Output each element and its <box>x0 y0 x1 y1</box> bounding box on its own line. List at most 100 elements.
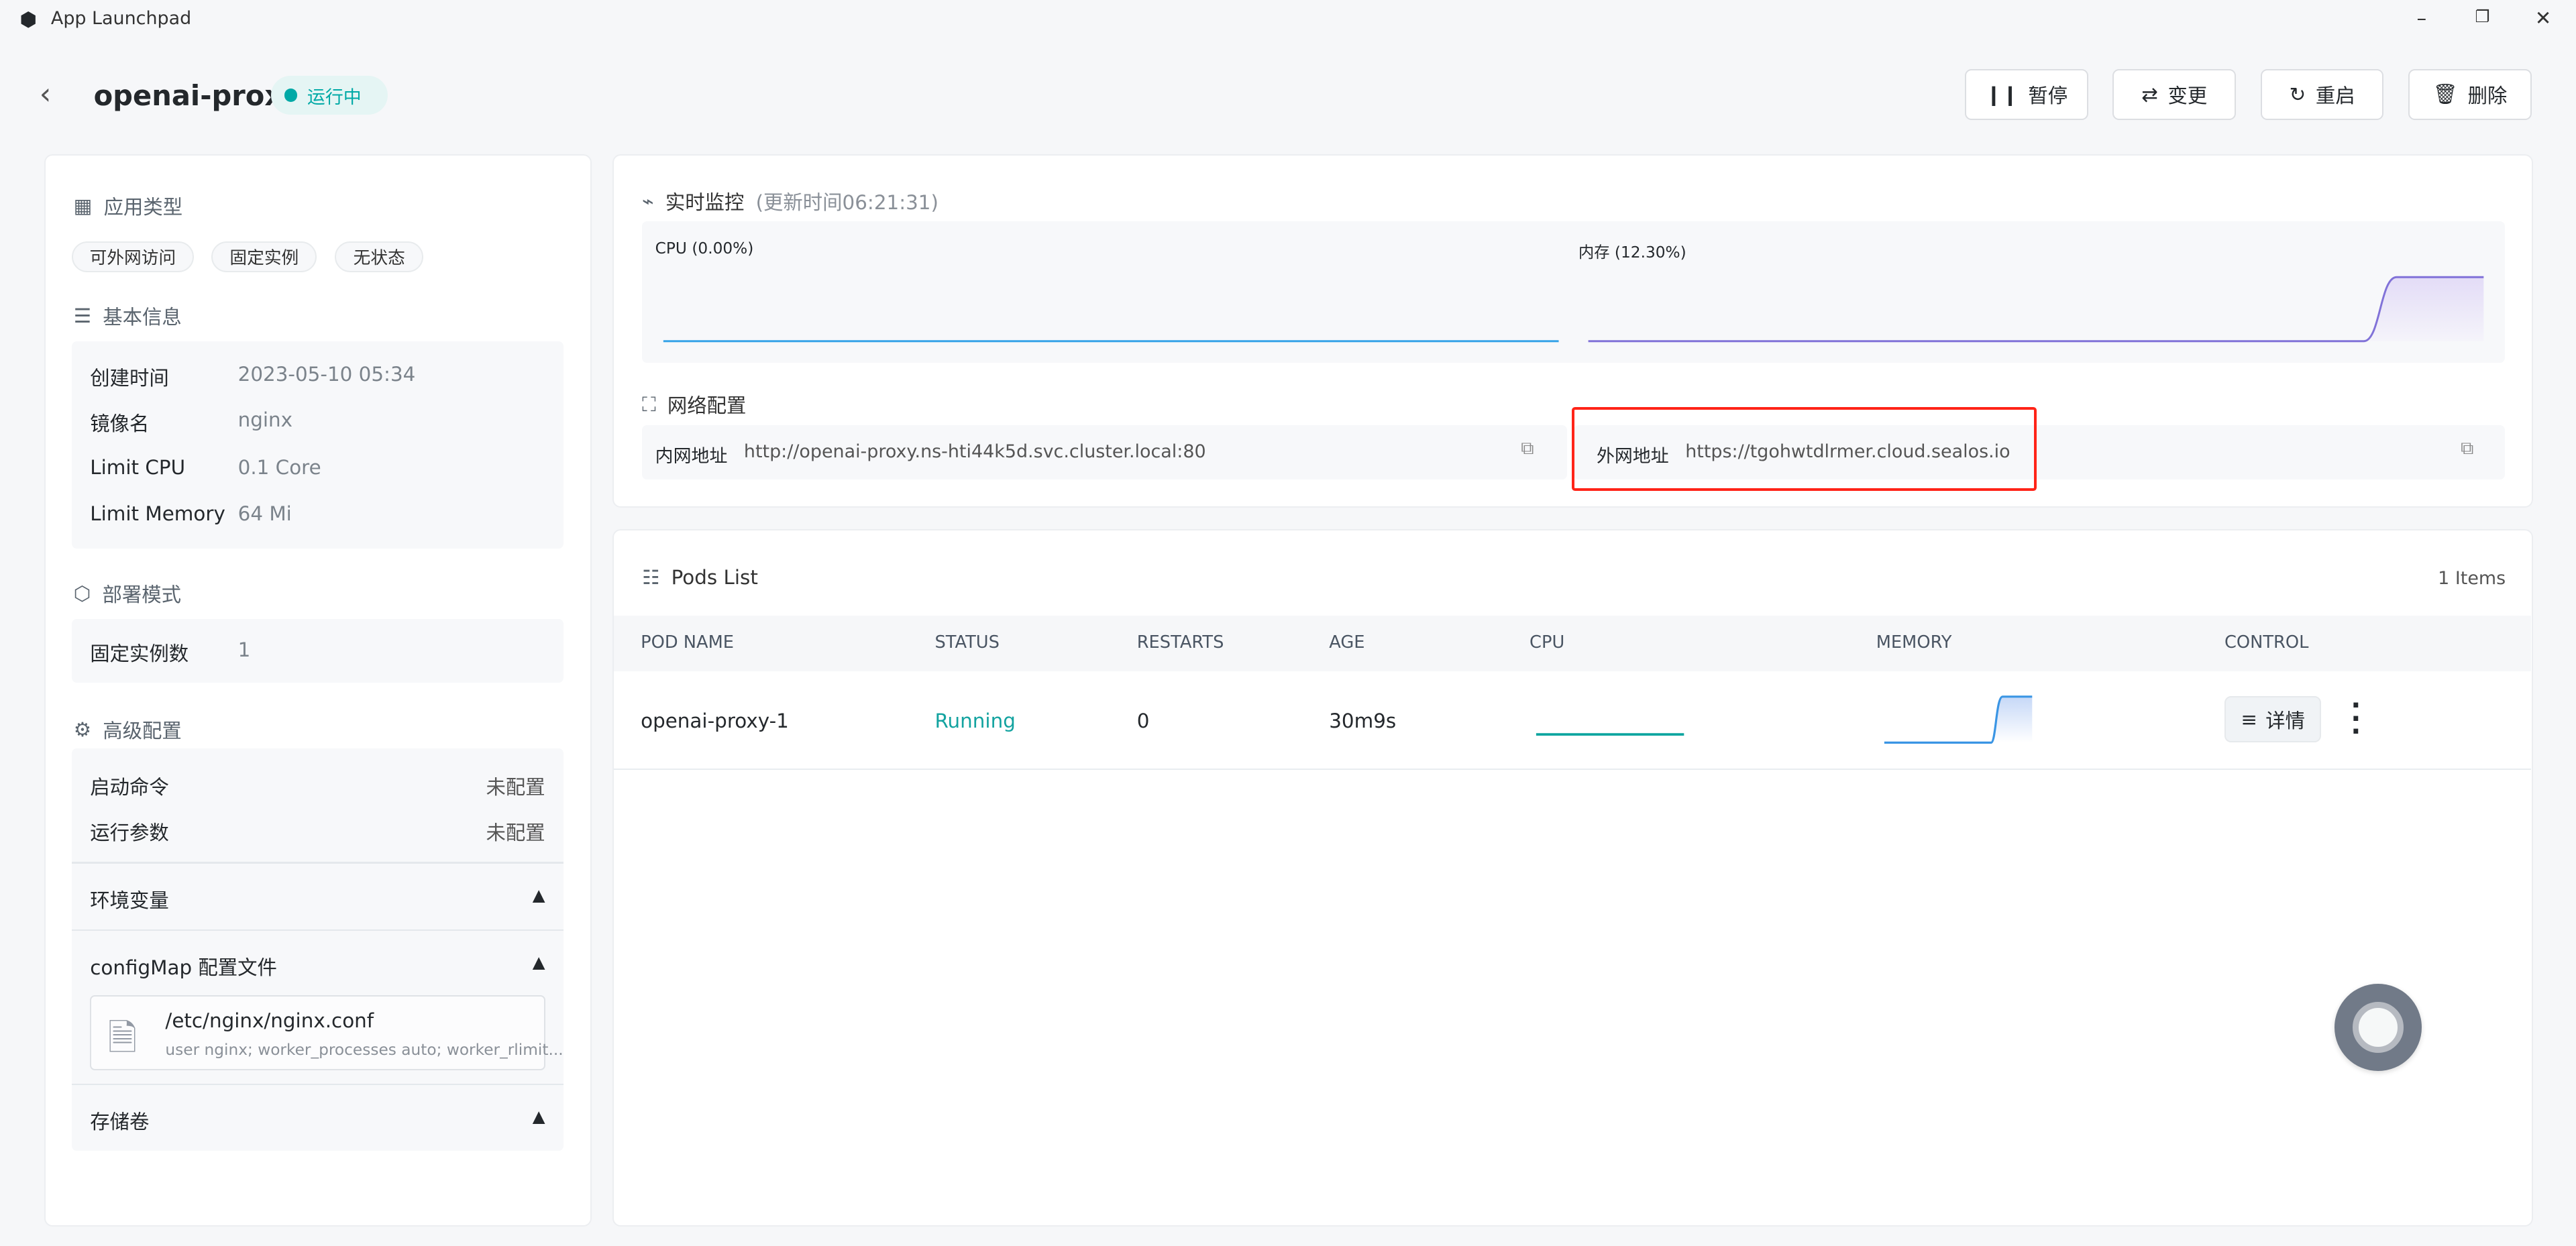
pods-title: Pods List <box>671 566 758 589</box>
external-address-box: 外网地址 https://tgohwtdlrmer.cloud.sealos.i… <box>1573 424 2506 479</box>
col-memory: MEMORY <box>1876 632 1952 653</box>
pause-button[interactable]: ❙❙ 暂停 <box>1965 68 2088 120</box>
app-type-title: 应用类型 <box>103 196 183 219</box>
delete-button[interactable]: 🗑 删除 <box>2408 68 2532 120</box>
info-value: nginx <box>237 408 293 432</box>
title-bar: ⬢ App Launchpad – ❐ ✕ <box>0 0 2576 43</box>
gear-icon: ⚙ <box>73 718 92 742</box>
restart-icon: ↻ <box>2289 82 2306 106</box>
pod-name: openai-proxy-1 <box>641 709 789 732</box>
copy-icon[interactable]: ⧉ <box>2461 438 2474 459</box>
env-vars-toggle[interactable]: 环境变量 ▲ <box>90 885 545 913</box>
delete-label: 删除 <box>2467 84 2508 107</box>
status-dot-icon <box>284 89 298 102</box>
pause-label: 暂停 <box>2028 84 2068 107</box>
info-label: Limit Memory <box>90 502 225 525</box>
pod-age: 30m9s <box>1329 709 1397 732</box>
monitor-network-card: ⌁ 实时监控 (更新时间06:21:31) CPU (0.00%) 内存 (12.3… <box>612 154 2534 508</box>
run-args-label: 运行参数 <box>90 822 169 845</box>
change-button[interactable]: ⇄ 变更 <box>2112 68 2237 120</box>
tag-fixed-instance: 固定实例 <box>211 241 317 273</box>
memory-line <box>1588 276 2484 343</box>
info-value: 0.1 Core <box>237 456 321 479</box>
cube-icon: ⬡ <box>73 582 91 606</box>
pod-status: Running <box>934 709 1016 732</box>
info-value: 2023-05-10 05:34 <box>237 362 416 386</box>
info-row: Limit CPU 0.1 Core <box>90 456 545 479</box>
restart-label: 重启 <box>2315 84 2355 107</box>
info-label: 创建时间 <box>90 366 169 390</box>
configmap-toggle[interactable]: configMap 配置文件 ▲ <box>90 952 545 980</box>
col-status: STATUS <box>934 632 1000 653</box>
storage-label: 存储卷 <box>90 1111 150 1134</box>
basic-info-title: 基本信息 <box>103 306 182 329</box>
run-args-value: 未配置 <box>486 822 545 845</box>
storage-toggle[interactable]: 存储卷 ▲ <box>90 1107 545 1135</box>
info-row: 创建时间 2023-05-10 05:34 <box>90 363 545 391</box>
info-row: 镜像名 nginx <box>90 408 545 437</box>
pod-memory-sparkline <box>1884 695 2033 744</box>
configmap-label: configMap 配置文件 <box>90 956 277 979</box>
col-restarts: RESTARTS <box>1136 632 1224 653</box>
start-command-label: 启动命令 <box>90 775 169 799</box>
col-control: CONTROL <box>2224 632 2309 653</box>
network-icon: ⛶ <box>642 392 656 416</box>
app-type-header: ▦ 应用类型 <box>74 192 182 220</box>
chevron-up-icon: ▲ <box>532 952 545 972</box>
chevron-up-icon: ▲ <box>532 885 545 905</box>
app-name: openai-proxy <box>93 78 301 112</box>
configmap-path: /etc/nginx/nginx.conf <box>165 1009 374 1033</box>
table-header <box>614 615 2532 672</box>
pod-detail-button[interactable]: ≡ 详情 <box>2224 696 2322 742</box>
internal-address-label: 内网地址 <box>655 446 728 467</box>
close-button[interactable]: ✕ <box>2534 6 2552 30</box>
memory-area <box>2363 277 2484 341</box>
grid-icon: ▦ <box>73 194 93 218</box>
list-icon: ☷ <box>642 566 660 589</box>
pods-header: ☷ Pods List <box>642 566 758 589</box>
pod-restarts: 0 <box>1136 709 1150 732</box>
pause-icon: ❙❙ <box>1985 82 2019 106</box>
monitor-header: ⌁ 实时监控 (更新时间06:21:31) <box>642 187 938 215</box>
network-title: 网络配置 <box>667 394 747 418</box>
status-text: 运行中 <box>307 87 362 108</box>
info-value: 64 Mi <box>237 502 292 525</box>
status-badge: 运行中 <box>271 75 388 115</box>
network-header: ⛶ 网络配置 <box>642 390 746 418</box>
info-label: Limit CPU <box>90 456 186 479</box>
cpu-label: CPU (0.00%) <box>655 239 754 258</box>
monitor-updated: (更新时间06:21:31) <box>755 190 938 214</box>
highlight-box <box>1572 406 2037 491</box>
deploy-mode-title: 部署模式 <box>102 583 182 607</box>
monitor-charts <box>663 276 2484 343</box>
app-info-panel: ▦ 应用类型 可外网访问 固定实例 无状态 ☰ 基本信息 创建时间 2023-05-1… <box>44 154 592 1227</box>
col-pod-name: POD NAME <box>641 632 735 653</box>
advanced-header: ⚙ 高级配置 <box>74 716 182 744</box>
col-age: AGE <box>1329 632 1365 653</box>
monitor-title: 实时监控 <box>665 190 745 214</box>
external-address-link[interactable]: https://tgohwtdlrmer.cloud.sealos.io <box>1685 441 2010 463</box>
start-command-value: 未配置 <box>486 775 545 799</box>
configmap-file-card[interactable]: 🗎 /etc/nginx/nginx.conf user nginx; work… <box>90 995 564 1071</box>
basic-info-box: 创建时间 2023-05-10 05:34 镜像名 nginx Limit CPU 0… <box>72 341 564 549</box>
more-options-icon[interactable]: · · · <box>2351 691 2361 748</box>
monitor-box: CPU (0.00%) 内存 (12.30%) <box>642 221 2506 363</box>
restart-button[interactable]: ↻ 重启 <box>2260 68 2384 120</box>
copy-icon[interactable]: ⧉ <box>1521 438 1534 459</box>
pods-card: ☷ Pods List 1 Items <box>612 528 2534 1227</box>
floating-assistant-button[interactable] <box>2334 983 2422 1071</box>
maximize-button[interactable]: ❐ <box>2475 6 2490 26</box>
internal-address-box: 内网地址 http://openai-proxy.ns-hti44k5d.svc… <box>642 424 1567 479</box>
menu-lines-icon: ≡ <box>2241 707 2257 731</box>
basic-info-header: ☰ 基本信息 <box>74 302 182 330</box>
document-icon: ☰ <box>73 304 92 328</box>
env-vars-label: 环境变量 <box>90 889 169 912</box>
tag-stateless: 无状态 <box>335 241 424 273</box>
back-button[interactable]: ‹ <box>39 77 52 112</box>
internal-address-value[interactable]: http://openai-proxy.ns-hti44k5d.svc.clus… <box>743 441 1206 463</box>
minimize-button[interactable]: – <box>2416 6 2427 30</box>
pods-count: 1 Items <box>2438 567 2506 589</box>
monitor-icon: ⌁ <box>642 189 654 213</box>
change-label: 变更 <box>2167 84 2208 107</box>
pod-cpu-sparkline <box>1536 732 1684 736</box>
